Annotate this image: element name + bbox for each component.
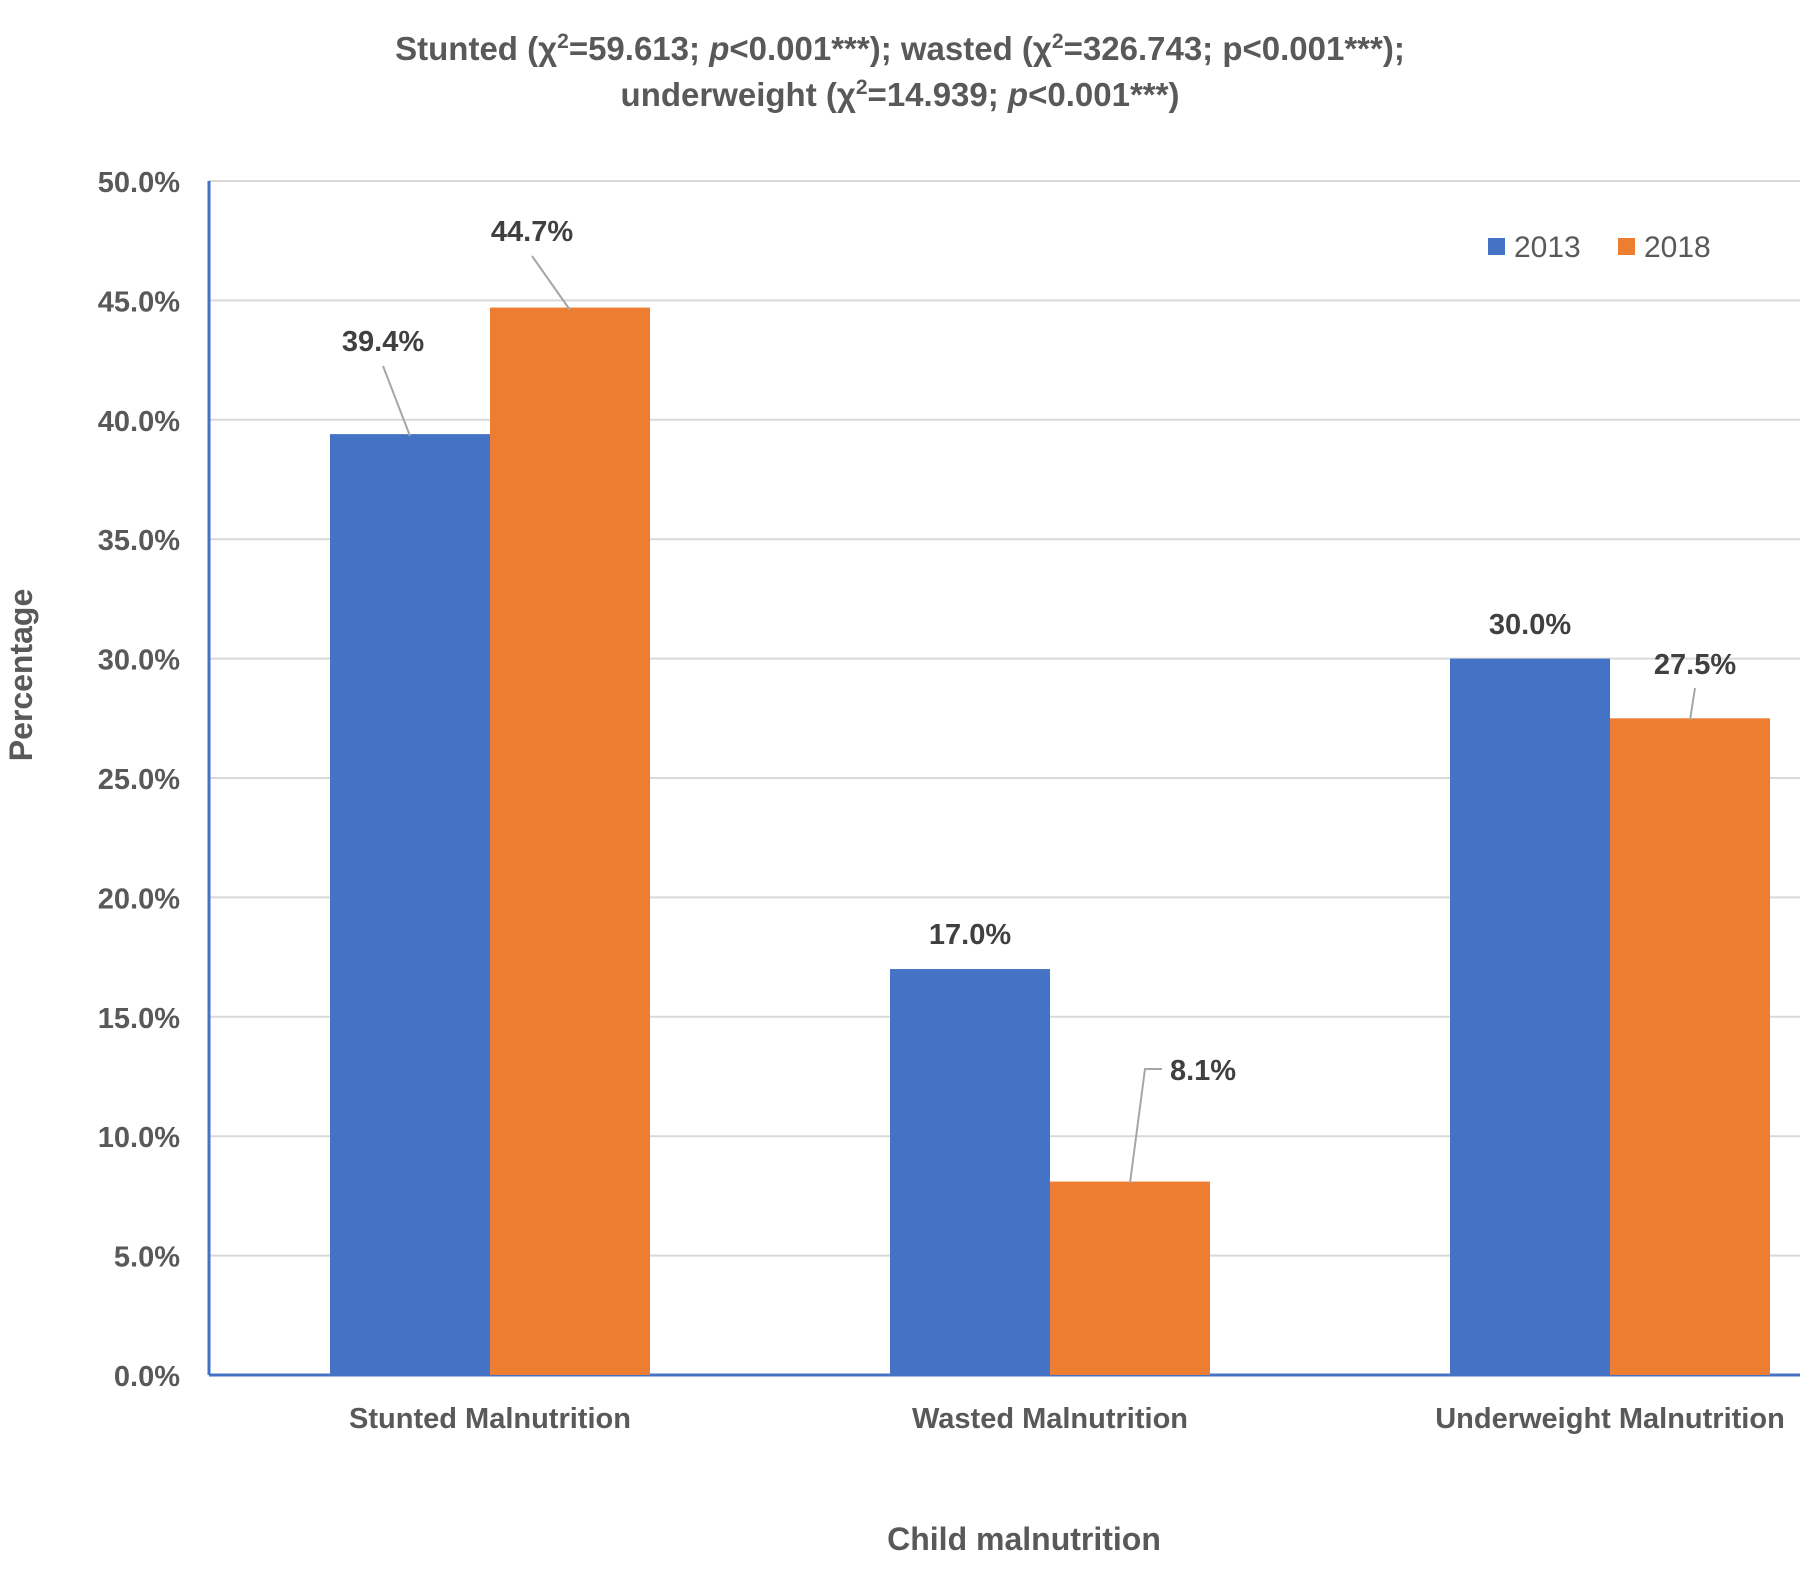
title-fragment: <0.001***); wasted (χ — [729, 30, 1052, 67]
x-axis-title: Child malnutrition — [887, 1521, 1161, 1557]
data-label: 17.0% — [929, 919, 1011, 951]
legend-swatch-2013 — [1488, 238, 1505, 255]
bar-2018 — [1610, 718, 1770, 1375]
title-fragment: p — [709, 30, 730, 67]
data-label: 27.5% — [1654, 649, 1736, 681]
data-label: 8.1% — [1170, 1055, 1236, 1087]
y-tick-label: 20.0% — [98, 883, 180, 915]
x-tick-label: Stunted Malnutrition — [349, 1403, 631, 1435]
x-tick-label: Wasted Malnutrition — [912, 1403, 1188, 1435]
data-label: 39.4% — [342, 326, 424, 358]
leader-line — [1129, 1068, 1162, 1184]
leader-line — [531, 255, 571, 311]
chart-title-line-1: Stunted (χ2=59.613; p<0.001***); wasted … — [0, 30, 1800, 68]
data-label: 44.7% — [491, 216, 573, 248]
legend-swatch-2018 — [1618, 238, 1635, 255]
y-tick-label: 25.0% — [98, 764, 180, 796]
y-tick-label: 35.0% — [98, 525, 180, 557]
title-fragment: <0.001***) — [1028, 76, 1180, 113]
title-fragment: =14.939; — [867, 76, 1008, 113]
bar-2018 — [1050, 1181, 1210, 1375]
title-fragment: =59.613; — [568, 30, 710, 67]
legend-label: 2018 — [1644, 231, 1711, 264]
bar-2013 — [330, 434, 490, 1375]
y-tick-label: 15.0% — [98, 1003, 180, 1035]
legend-label: 2013 — [1514, 231, 1581, 264]
title-fragment: 2 — [1051, 30, 1064, 53]
title-fragment: 2 — [557, 30, 569, 53]
title-fragment: p — [1007, 76, 1029, 113]
title-fragment: =326.743; p<0.001***); — [1063, 30, 1405, 67]
y-tick-label: 10.0% — [98, 1122, 180, 1154]
y-tick-label: 0.0% — [114, 1361, 180, 1393]
title-fragment: underweight (χ — [620, 76, 856, 113]
y-axis-title: Percentage — [3, 589, 39, 762]
bar-2013 — [1450, 658, 1610, 1375]
bar-2013 — [890, 969, 1050, 1375]
leader-line — [1689, 687, 1696, 721]
y-tick-label: 45.0% — [98, 286, 180, 318]
leader-line — [382, 365, 411, 437]
x-tick-label: Underweight Malnutrition — [1435, 1403, 1785, 1435]
title-fragment: Stunted (χ — [395, 30, 558, 67]
title-fragment: 2 — [855, 76, 868, 99]
bar-2018 — [490, 307, 650, 1376]
chart-title-line-2: underweight (χ2=14.939; p<0.001***) — [0, 76, 1800, 114]
y-tick-label: 5.0% — [114, 1242, 180, 1274]
y-tick-label: 40.0% — [98, 406, 180, 438]
data-label: 30.0% — [1489, 609, 1571, 641]
y-tick-label: 50.0% — [98, 167, 180, 199]
y-tick-label: 30.0% — [98, 645, 180, 677]
